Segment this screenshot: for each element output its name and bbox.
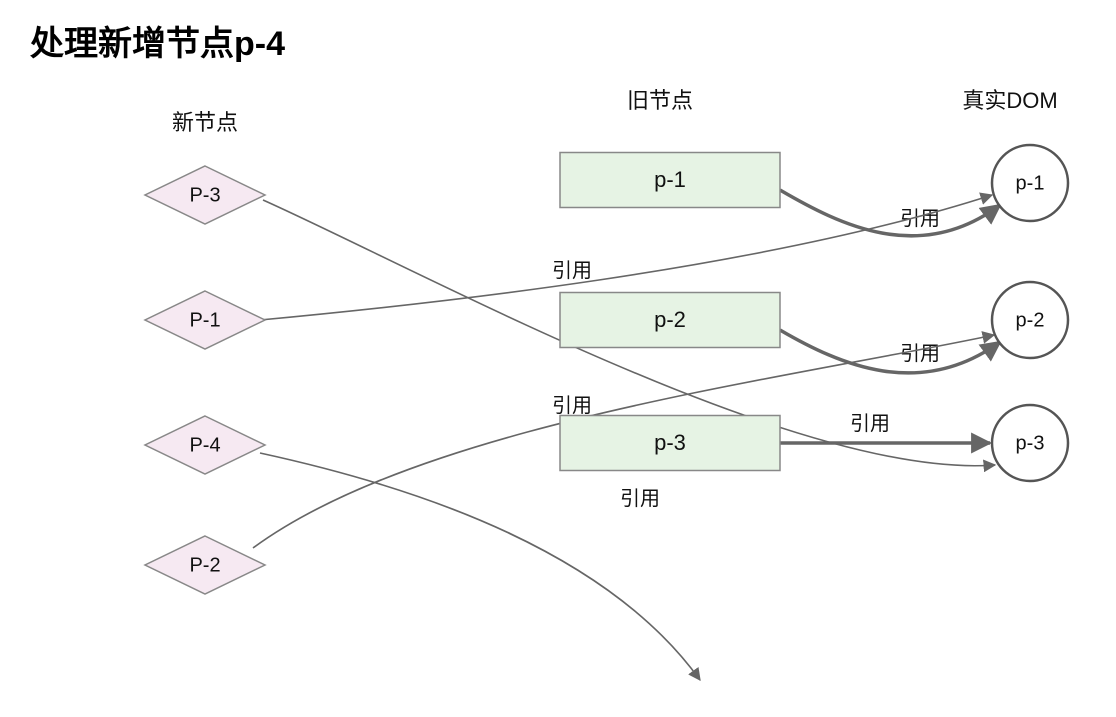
- dom-node-label-dP3: p-3: [1016, 432, 1045, 454]
- old-node-label-oP2: p-2: [654, 307, 686, 332]
- new-node-label-nP2: P-2: [189, 554, 220, 576]
- edge-label-o2-d2: 引用: [900, 342, 940, 365]
- column-label-new: 新节点: [172, 110, 238, 135]
- new-node-label-nP4: P-4: [189, 434, 220, 456]
- edge-label-n2-d2: 引用: [552, 394, 592, 417]
- dom-node-label-dP2: p-2: [1016, 309, 1045, 331]
- dom-node-label-dP1: p-1: [1016, 172, 1045, 194]
- edge-label-o3-d3: 引用: [850, 412, 890, 435]
- edge-o1-d1: [780, 190, 1000, 236]
- new-node-label-nP3: P-3: [189, 184, 220, 206]
- column-label-old: 旧节点: [627, 88, 693, 113]
- column-label-dom: 真实DOM: [962, 88, 1057, 113]
- edge-o2-d2: [780, 330, 1000, 373]
- old-node-label-oP3: p-3: [654, 430, 686, 455]
- edge-label-n3-d3: 引用: [620, 487, 660, 510]
- old-node-label-oP1: p-1: [654, 167, 686, 192]
- edge-label-n1-d1: 引用: [552, 259, 592, 282]
- diagram-title: 处理新增节点p-4: [29, 25, 285, 63]
- edge-label-o1-d1: 引用: [900, 207, 940, 230]
- new-node-label-nP1: P-1: [189, 309, 220, 331]
